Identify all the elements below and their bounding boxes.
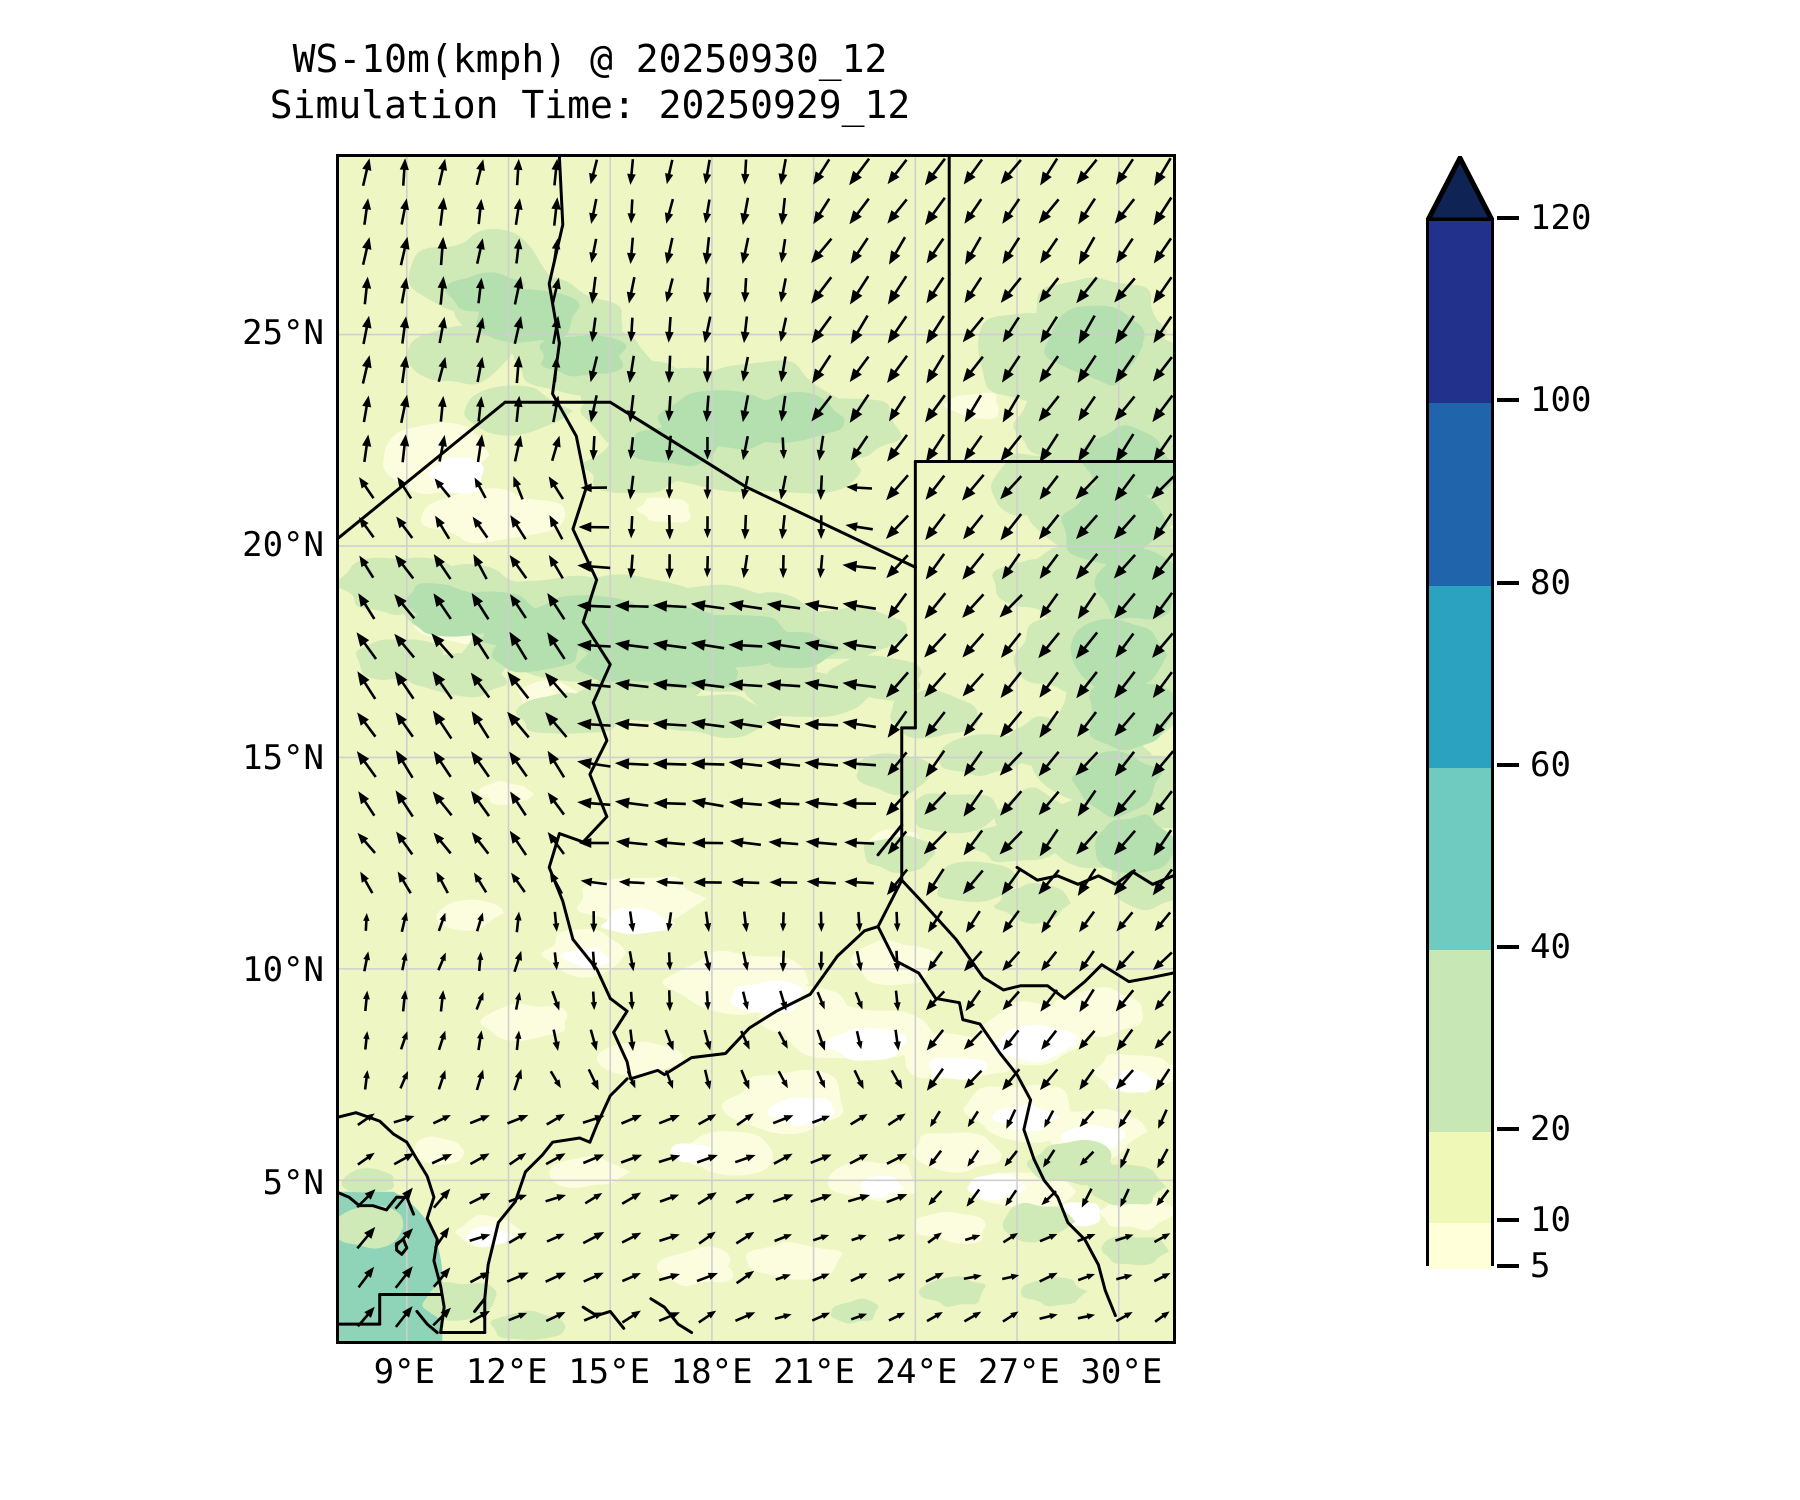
x-tick-label-5: 24°E — [875, 1352, 958, 1392]
colorbar-tick-label-80: 80 — [1530, 562, 1571, 603]
colorbar-tick-mark-100 — [1497, 398, 1519, 403]
y-tick-label-4: 5°N — [262, 1162, 324, 1203]
colorbar-tick-mark-60 — [1497, 762, 1519, 767]
x-tick-label-2: 15°E — [568, 1352, 651, 1392]
colorbar-band-100-120 — [1429, 221, 1491, 404]
colorbar-tick-mark-5 — [1497, 1264, 1519, 1268]
colorbar-tick-mark-80 — [1497, 580, 1519, 585]
colorbar-tick-mark-20 — [1497, 1127, 1519, 1132]
x-tick-label-0: 9°E — [373, 1352, 435, 1392]
chart-title: WS-10m(kmph) @ 20250930_12 Simulation Ti… — [0, 36, 1180, 129]
colorbar: 120 100 80 60 40 20 10 5 — [1418, 152, 1718, 1286]
colorbar-tick-label-20: 20 — [1530, 1109, 1571, 1150]
colorbar-band-40-60 — [1429, 767, 1491, 951]
colorbar-tick-label-100: 100 — [1530, 380, 1592, 421]
colorbar-band-20-40 — [1429, 950, 1491, 1133]
colorbar-tick-label-60: 60 — [1530, 744, 1571, 785]
colorbar-extend-arrow — [1426, 156, 1494, 222]
map-canvas — [339, 157, 1173, 1341]
colorbar-gradient — [1426, 218, 1494, 1269]
y-tick-label-0: 25°N — [242, 312, 324, 353]
y-tick-label-3: 10°N — [242, 950, 324, 990]
colorbar-tick-label-10: 10 — [1530, 1200, 1571, 1241]
map-axes — [336, 154, 1176, 1344]
colorbar-tick-mark-120 — [1497, 216, 1519, 220]
x-tick-label-1: 12°E — [465, 1352, 548, 1392]
colorbar-band-60-80 — [1429, 585, 1491, 768]
colorbar-band-80-100 — [1429, 403, 1491, 586]
x-tick-label-3: 18°E — [670, 1352, 753, 1392]
y-tick-label-2: 15°N — [242, 737, 324, 778]
chart-title-line1: WS-10m(kmph) @ 20250930_12 — [292, 37, 888, 81]
x-tick-label-7: 30°E — [1080, 1352, 1163, 1392]
colorbar-band-5-10 — [1429, 1223, 1491, 1269]
colorbar-band-10-20 — [1429, 1132, 1491, 1224]
colorbar-tick-label-5: 5 — [1530, 1246, 1551, 1286]
colorbar-tick-mark-10 — [1497, 1218, 1519, 1223]
x-tick-label-6: 27°E — [977, 1352, 1060, 1392]
chart-title-line2: Simulation Time: 20250929_12 — [269, 83, 911, 128]
y-tick-label-1: 20°N — [242, 525, 324, 565]
colorbar-tick-label-40: 40 — [1530, 927, 1571, 968]
colorbar-tick-mark-40 — [1497, 945, 1519, 950]
colorbar-tick-label-120: 120 — [1530, 198, 1592, 238]
x-tick-label-4: 21°E — [773, 1352, 855, 1392]
